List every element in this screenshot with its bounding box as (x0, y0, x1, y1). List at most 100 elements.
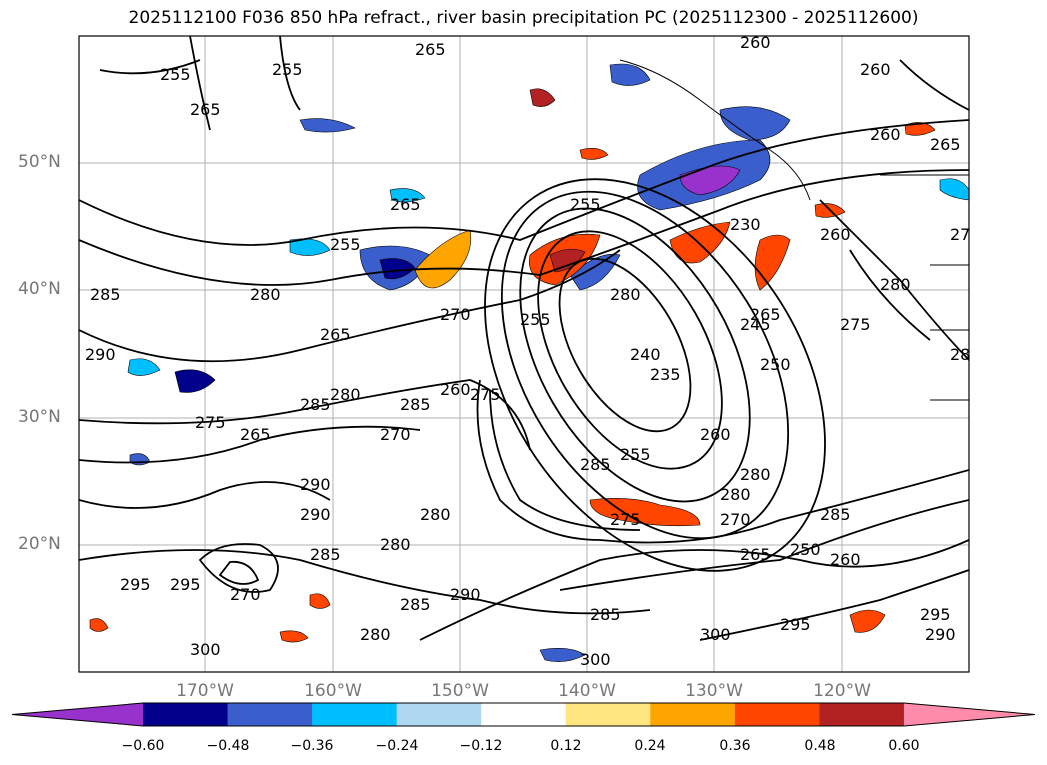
contour-label: 295 (170, 575, 201, 594)
contour-label: 265 (930, 135, 961, 154)
contour-label: 275 (470, 385, 501, 404)
contour-label: 260 (740, 33, 771, 52)
contour-label: 255 (570, 195, 601, 214)
contour-label: 265 (190, 100, 221, 119)
contour-label: 275 (195, 413, 226, 432)
contour-label: 280 (360, 625, 391, 644)
lat-label-30n: 30°N (18, 407, 61, 427)
contour-label: 260 (860, 60, 891, 79)
contour-label: 280 (720, 485, 751, 504)
colorbar-tick-label: −0.24 (375, 738, 419, 754)
contour-label: 295 (920, 605, 951, 624)
contour-label: 280 (420, 505, 451, 524)
lon-label-160w: 160°W (304, 681, 362, 701)
colorbar-swatch (734, 703, 820, 726)
contour-label: 260 (870, 125, 901, 144)
lat-label-50n: 50°N (18, 152, 61, 172)
colorbar-swatch (227, 703, 313, 726)
colorbar-swatch (312, 703, 398, 726)
contour-label: 270 (440, 305, 471, 324)
colorbar-tick-label: 0.36 (719, 738, 751, 754)
contour-label: 265 (750, 305, 781, 324)
colorbar-tick-label: −0.12 (459, 738, 503, 754)
contour-label: 290 (300, 505, 331, 524)
colorbar-tick-label: 0.24 (634, 738, 666, 754)
contour-label: 285 (400, 595, 431, 614)
contour-label: 270 (230, 585, 261, 604)
contour-label: 270 (380, 425, 411, 444)
contour-label: 255 (160, 65, 191, 84)
contour-label: 290 (450, 585, 481, 604)
contour-label: 260 (830, 550, 861, 569)
colorbar-extend-min (12, 703, 143, 726)
contour-label: 245 (740, 315, 771, 334)
contour-label: 285 (820, 505, 851, 524)
colorbar-tick-label: 0.48 (804, 738, 836, 754)
contour-label: 270 (720, 510, 751, 529)
precip-shading (89, 63, 969, 662)
colorbar-tick-label: 0.12 (550, 738, 582, 754)
map-frame (78, 35, 970, 673)
contour-label: 275 (840, 315, 871, 334)
contour-label: 285 (310, 545, 341, 564)
contour-label: 240 (630, 345, 661, 364)
contour-label: 280 (740, 465, 771, 484)
contour-label: 290 (85, 345, 116, 364)
contour-label: 265 (390, 195, 421, 214)
contour-label: 260 (440, 380, 471, 399)
contour-label: 265 (240, 425, 271, 444)
contour-label: 280 (330, 385, 361, 404)
contour-label: 260 (820, 225, 851, 244)
contour-label: 280 (950, 345, 981, 364)
contour-label: 255 (620, 445, 651, 464)
contour-label: 275 (610, 510, 641, 529)
contour-label: 250 (790, 540, 821, 559)
lat-label-20n: 20°N (18, 534, 61, 554)
contour-label: 280 (610, 285, 641, 304)
lon-label-140w: 140°W (558, 681, 616, 701)
contour-label: 265 (740, 545, 771, 564)
contour-label: 255 (272, 60, 303, 79)
contour-label: 280 (880, 275, 911, 294)
colorbar-swatch (819, 703, 905, 726)
contour-label: 295 (780, 615, 811, 634)
contour-label: 290 (300, 475, 331, 494)
colorbar-outline (11, 702, 1036, 727)
lon-label-120w: 120°W (813, 681, 871, 701)
contour-label: 260 (700, 425, 731, 444)
contour-label: 300 (580, 650, 611, 669)
lat-label-40n: 40°N (18, 279, 61, 299)
contour-label: 300 (700, 625, 731, 644)
colorbar-swatch (565, 703, 651, 726)
contour-label: 265 (415, 40, 446, 59)
colorbar-tick-label: 0.60 (888, 738, 920, 754)
colorbar-extend-max (903, 703, 1035, 726)
page-title: 2025112100 F036 850 hPa refract., river … (128, 8, 919, 28)
colorbar (11, 702, 1036, 727)
contour-label: 285 (400, 395, 431, 414)
contour-label: 290 (925, 625, 956, 644)
contour-label: 230 (730, 215, 761, 234)
contour-label: 255 (520, 310, 551, 329)
colorbar-swatch (396, 703, 482, 726)
contour-label: 270 (950, 225, 981, 244)
contour-label: 285 (90, 285, 121, 304)
colorbar-tick-label: −0.36 (290, 738, 334, 754)
colorbar-swatch (650, 703, 736, 726)
lon-label-170w: 170°W (176, 681, 234, 701)
contour-label: 285 (300, 395, 331, 414)
lon-label-150w: 150°W (431, 681, 489, 701)
refractivity-contours (79, 36, 969, 641)
contour-label: 265 (320, 325, 351, 344)
contour-label: 250 (760, 355, 791, 374)
contour-label: 280 (250, 285, 281, 304)
contour-label: 285 (590, 605, 621, 624)
lon-label-130w: 130°W (685, 681, 743, 701)
contour-label: 255 (330, 235, 361, 254)
contour-label: 295 (120, 575, 151, 594)
colorbar-tick-label: −0.48 (206, 738, 250, 754)
contour-label: 280 (380, 535, 411, 554)
contour-label: 235 (650, 365, 681, 384)
